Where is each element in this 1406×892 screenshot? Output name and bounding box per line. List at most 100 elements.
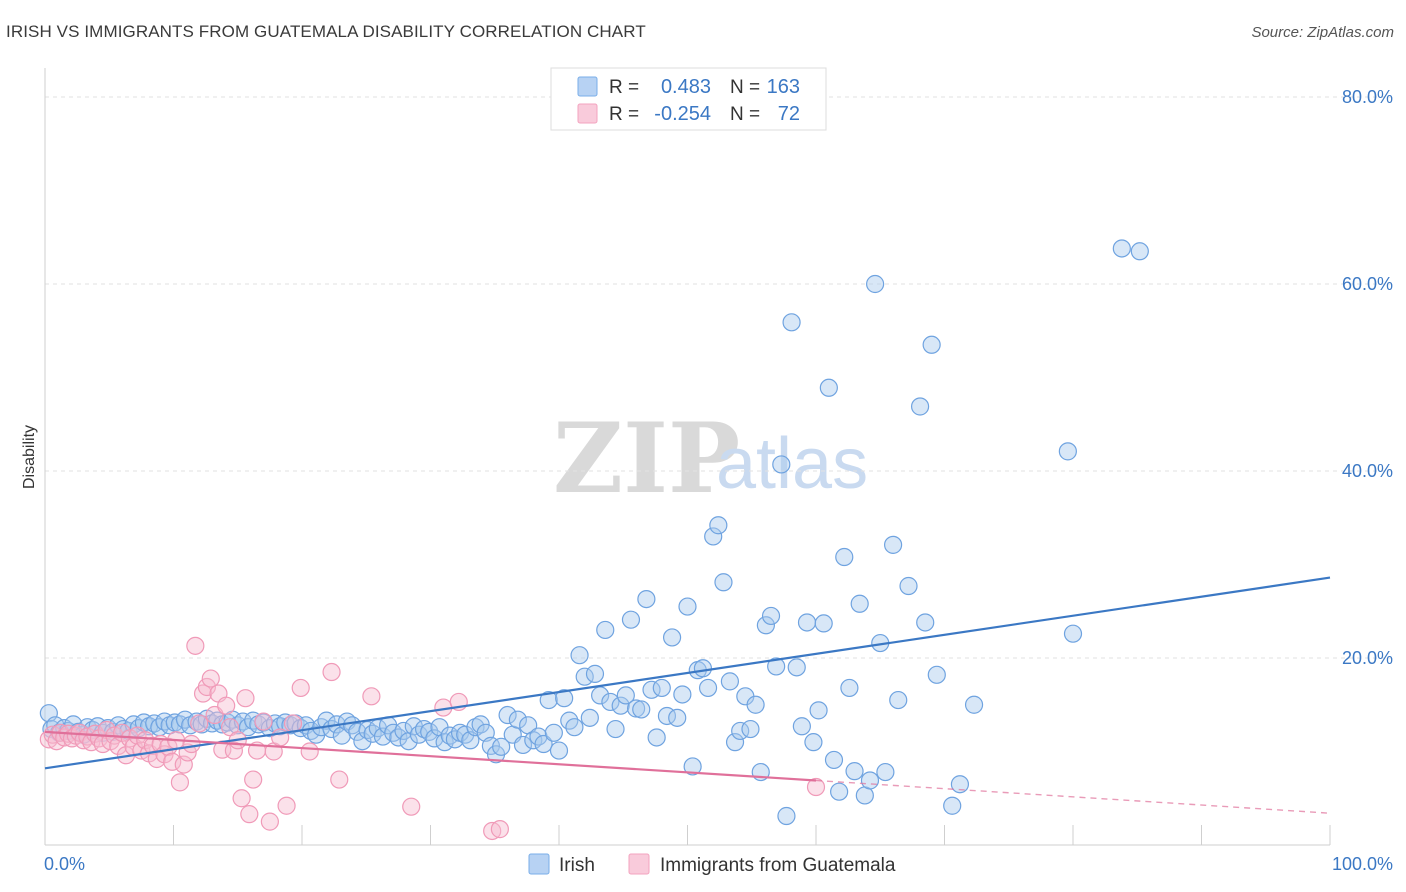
legend-r-label-guatemala: R = [609,104,639,125]
irish-point [1112,239,1131,258]
legend-swatch-guatemala [577,103,598,124]
irish-point [585,664,605,683]
series-legend: Irish Immigrants from Guatemala [528,853,896,876]
irish-point [534,734,553,754]
x-tick-labels: 0.0% 100.0% [44,854,1393,874]
irish-point [683,757,702,776]
guatemala-point [163,752,182,771]
y-axis-label: Disability [21,425,38,489]
guatemala-point [190,714,209,733]
guatemala-point [254,712,273,731]
legend-n-label-irish: N = [730,77,760,98]
irish-point [889,690,908,710]
irish-point [353,732,372,751]
bottom-legend-swatch-irish [528,853,550,875]
irish-point [363,724,382,743]
irish-point [866,274,885,294]
irish-point [782,313,801,332]
x-tick-label: 0.0% [44,854,85,874]
irish-point [845,762,864,781]
guatemala-point [300,742,319,761]
guatemala-point [490,820,509,839]
y-tick-label: 40.0% [1342,461,1393,481]
legend-swatch-irish [577,76,598,97]
bottom-legend-label-guatemala: Immigrants from Guatemala [660,855,896,876]
irish-point [964,695,984,714]
series-guatemala-points [39,636,826,841]
guatemala-trendline [44,730,817,782]
irish-point [814,614,833,633]
irish-point [809,701,828,720]
legend-r-label-irish: R = [609,77,639,98]
irish-point [652,678,671,698]
irish-point [596,620,615,640]
irish-point [549,741,569,760]
irish-point [425,729,444,748]
irish-point [910,397,930,416]
x-tick-label: 100.0% [1332,854,1393,874]
source-credit: Source: ZipAtlas.com [1251,24,1394,41]
irish-point [580,708,599,727]
irish-point [409,725,429,744]
irish-point [704,527,723,546]
irish-point [772,455,791,474]
irish-point [673,685,692,704]
guatemala-point [182,734,201,754]
irish-point [1130,242,1149,261]
irish-point [626,699,646,718]
irish-point [943,796,962,815]
legend-r-value-irish: 0.483 [661,76,711,98]
chart-title: IRISH VS IMMIGRANTS FROM GUATEMALA DISAB… [6,22,646,41]
irish-point [508,710,527,729]
irish-point [714,573,733,592]
legend-n-value-guatemala: 72 [778,103,800,125]
guatemala-point [186,636,205,655]
irish-point [637,589,656,609]
irish-point [787,658,806,677]
irish-point [456,725,475,744]
irish-point [575,667,594,686]
irish-point [860,771,880,790]
guatemala-point [283,714,303,733]
irish-point [876,762,895,782]
irish-point [498,705,517,725]
irish-point [1058,442,1077,461]
irish-point [373,727,393,746]
irish-point [394,721,413,741]
irish-point [720,672,740,691]
irish-point [187,712,206,731]
guatemala-point [224,741,243,760]
guatemala-point [217,696,236,715]
bottom-legend-swatch-guatemala [628,853,650,875]
irish-point [927,665,946,684]
legend-n-label-guatemala: N = [730,104,760,125]
irish-point [662,628,682,647]
legend-n-value-irish: 163 [767,76,800,98]
irish-point [950,775,970,794]
y-tick-labels: 20.0% 40.0% 60.0% 80.0% [1342,87,1393,668]
irish-point [840,678,859,698]
irish-point [175,710,195,729]
guatemala-point [260,812,279,831]
y-tick-label: 20.0% [1342,648,1393,668]
irish-point [570,646,589,665]
watermark-atlas: atlas [716,424,868,504]
watermark-zip: ZIP [553,402,740,515]
guatemala-point [197,677,217,697]
series-irish-points [39,239,1149,826]
irish-point [819,378,838,397]
y-tick-label: 60.0% [1342,274,1393,294]
irish-point [922,335,941,354]
guatemala-point [244,770,263,789]
guatemala-point [170,773,190,792]
irish-point [1063,624,1083,643]
guatemala-point [277,796,296,815]
gridlines [45,96,1392,659]
irish-point [539,690,558,710]
legend-r-value-guatemala: -0.254 [654,103,711,125]
guatemala-point [330,770,349,789]
irish-point [678,597,697,616]
trendlines [44,576,1331,814]
irish-point [824,750,844,770]
